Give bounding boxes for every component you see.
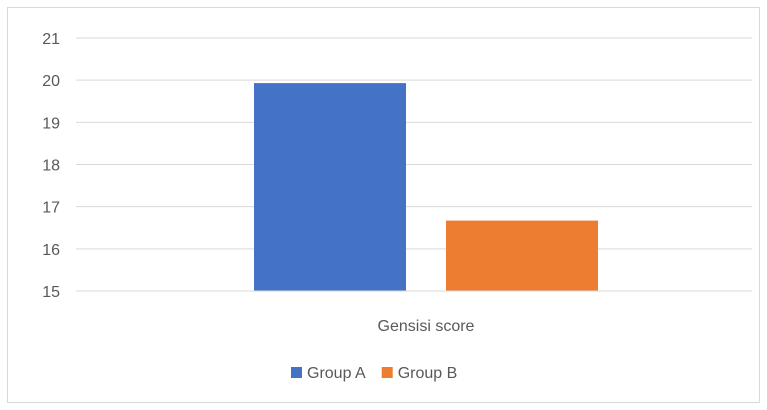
legend-swatch (291, 367, 302, 378)
x-axis: Gensisi score (76, 290, 752, 335)
bar-group-a (254, 83, 406, 291)
gridlines (76, 37, 752, 250)
y-tick-label: 16 (42, 242, 60, 259)
y-tick-label: 19 (42, 115, 60, 132)
legend-label: Group A (307, 365, 366, 382)
y-tick-label: 21 (42, 31, 60, 48)
legend-label: Group B (398, 365, 458, 382)
y-tick-label: 18 (42, 158, 60, 175)
legend-item: Group B (381, 365, 458, 382)
y-axis-ticks: 15 16 17 18 19 20 21 (42, 31, 60, 301)
bar-group-b (446, 220, 598, 291)
y-tick-label: 20 (42, 73, 60, 90)
y-tick-label: 15 (42, 284, 60, 301)
bars (254, 83, 598, 291)
x-category-label: Gensisi score (378, 318, 475, 335)
legend-item: Group A (291, 365, 366, 382)
legend: Group A Group B (291, 365, 457, 382)
y-tick-label: 17 (42, 200, 60, 217)
legend-swatch (381, 367, 393, 378)
